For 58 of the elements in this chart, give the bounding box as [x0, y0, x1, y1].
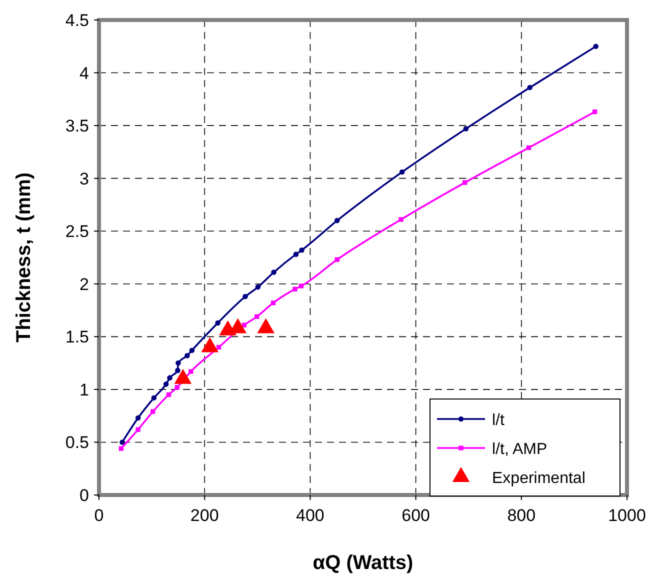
- x-tick-label: 800: [507, 506, 536, 525]
- x-tick-label: 0: [94, 506, 104, 525]
- point: [462, 180, 468, 185]
- point: [163, 382, 169, 387]
- point: [399, 169, 405, 175]
- y-tick-label: 0.5: [65, 433, 89, 452]
- point: [215, 320, 220, 326]
- point: [120, 440, 125, 445]
- x-tick-label: 1000: [608, 506, 646, 525]
- point: [167, 375, 172, 380]
- point: [175, 368, 180, 374]
- point: [527, 84, 532, 90]
- y-tick-label: 2: [80, 274, 89, 294]
- y-tick-label: 4.5: [65, 11, 89, 30]
- point: [118, 446, 124, 451]
- point: [189, 348, 195, 354]
- point: [298, 284, 304, 288]
- point: [593, 44, 598, 50]
- point: [334, 218, 340, 224]
- y-tick-label: 0: [80, 486, 89, 505]
- legend-label: Experimental: [492, 470, 586, 487]
- point: [526, 145, 532, 150]
- point: [292, 286, 298, 292]
- point: [150, 409, 156, 414]
- point: [188, 369, 194, 374]
- point: [255, 284, 261, 290]
- point: [135, 415, 141, 421]
- point: [216, 344, 222, 350]
- x-tick-label: 200: [190, 506, 219, 525]
- point: [184, 353, 190, 358]
- y-tick-label: 2.5: [65, 222, 89, 242]
- point: [242, 322, 247, 328]
- y-tick-label: 4: [80, 64, 89, 83]
- point: [242, 294, 248, 300]
- y-tick-label: 3.5: [65, 116, 89, 136]
- x-tick-label: 600: [402, 506, 430, 525]
- legend-label: l/t: [492, 412, 505, 429]
- point: [166, 392, 172, 398]
- point: [271, 270, 276, 275]
- point: [592, 109, 598, 114]
- y-tick-label: 3: [80, 169, 89, 188]
- point: [463, 126, 469, 132]
- x-axis-title: αQ (Watts): [312, 552, 414, 574]
- y-axis-title: Thickness, t (mm): [13, 172, 35, 343]
- point: [334, 257, 340, 262]
- point: [270, 300, 276, 306]
- y-tick-label: 1.5: [65, 328, 89, 347]
- point: [299, 247, 304, 253]
- y-tick-label: 1: [80, 380, 89, 400]
- point: [398, 217, 404, 222]
- legend-label: l/t, AMP: [492, 441, 548, 458]
- point: [151, 395, 157, 401]
- point: [176, 360, 181, 366]
- x-tick-label: 400: [296, 506, 324, 525]
- point: [254, 314, 260, 319]
- point: [136, 427, 140, 432]
- point: [174, 384, 180, 390]
- point: [293, 252, 299, 257]
